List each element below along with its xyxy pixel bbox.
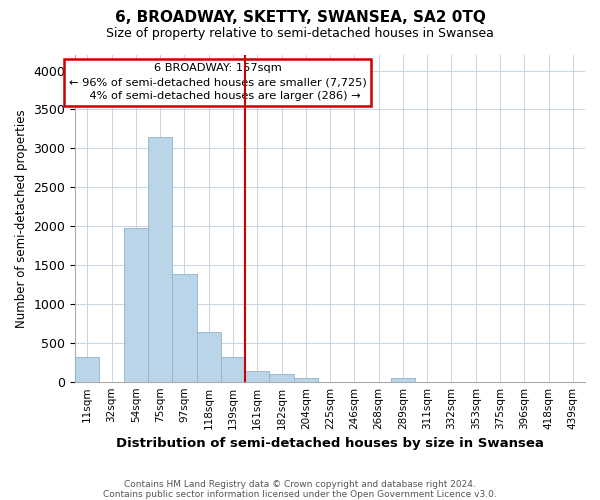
Text: 6 BROADWAY: 157sqm
← 96% of semi-detached houses are smaller (7,725)
    4% of s: 6 BROADWAY: 157sqm ← 96% of semi-detache…: [69, 63, 367, 101]
Text: Size of property relative to semi-detached houses in Swansea: Size of property relative to semi-detach…: [106, 28, 494, 40]
Bar: [172, 274, 197, 382]
Bar: [197, 332, 221, 382]
Bar: [75, 357, 100, 382]
Text: Contains public sector information licensed under the Open Government Licence v3: Contains public sector information licen…: [103, 490, 497, 499]
Y-axis label: Number of semi-detached properties: Number of semi-detached properties: [15, 109, 28, 328]
Bar: [293, 378, 318, 382]
Bar: [245, 371, 269, 382]
Bar: [269, 374, 293, 382]
Text: 6, BROADWAY, SKETTY, SWANSEA, SA2 0TQ: 6, BROADWAY, SKETTY, SWANSEA, SA2 0TQ: [115, 10, 485, 25]
Text: Contains HM Land Registry data © Crown copyright and database right 2024.: Contains HM Land Registry data © Crown c…: [124, 480, 476, 489]
Bar: [221, 357, 245, 382]
Bar: [148, 136, 172, 382]
X-axis label: Distribution of semi-detached houses by size in Swansea: Distribution of semi-detached houses by …: [116, 437, 544, 450]
Bar: [124, 228, 148, 382]
Bar: [391, 378, 415, 382]
